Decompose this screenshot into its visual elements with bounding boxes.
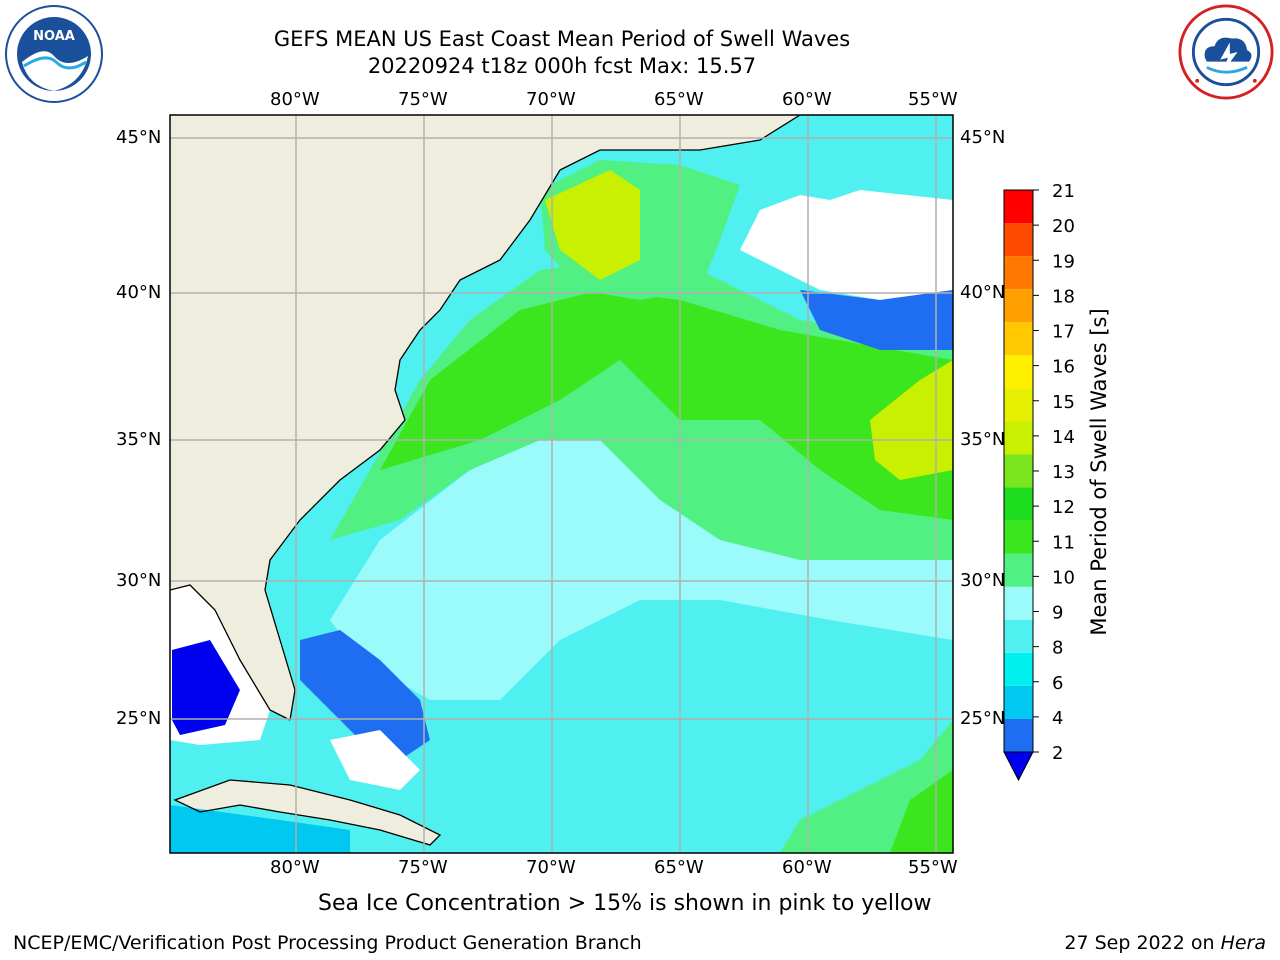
lat-label-right-25n: 25°N bbox=[960, 708, 1006, 729]
colorbar-tick-label: 15 bbox=[1052, 392, 1075, 413]
colorbar-tick-label: 19 bbox=[1052, 251, 1075, 272]
colorbar-swatch bbox=[1004, 223, 1033, 257]
colorbar-tick-label: 17 bbox=[1052, 322, 1075, 343]
colorbar-tick-label: 6 bbox=[1052, 673, 1063, 694]
lon-label-top-60w: 60°W bbox=[782, 89, 832, 110]
svg-text:NOAA: NOAA bbox=[33, 29, 75, 44]
swell-north-13-14s bbox=[545, 170, 640, 280]
lat-label-right-30n: 30°N bbox=[960, 570, 1006, 591]
lon-label-bottom-75w: 75°W bbox=[398, 857, 448, 878]
colorbar-tick-label: 10 bbox=[1052, 567, 1075, 588]
swell-bahamas-2-4s bbox=[300, 630, 430, 760]
lon-label-bottom-80w: 80°W bbox=[270, 857, 320, 878]
nodata-nova-scotia bbox=[740, 190, 953, 300]
lat-label-right-40n: 40°N bbox=[960, 282, 1006, 303]
lat-label-left-25n: 25°N bbox=[116, 708, 162, 729]
swell-east-2-4s bbox=[800, 290, 953, 350]
colorbar-tick-label: 14 bbox=[1052, 427, 1075, 448]
swell-east-13-14s bbox=[870, 360, 953, 480]
colorbar-tick-label: 8 bbox=[1052, 638, 1063, 659]
colorbar-swatch bbox=[1004, 388, 1033, 422]
colorbar-swatch bbox=[1004, 652, 1033, 686]
nodata-bahamas bbox=[330, 730, 420, 790]
lon-label-bottom-70w: 70°W bbox=[526, 857, 576, 878]
lat-label-left-30n: 30°N bbox=[116, 570, 162, 591]
colorbar-swatch bbox=[1004, 718, 1033, 752]
colorbar-swatch bbox=[1004, 553, 1033, 587]
machine-name: Hera bbox=[1220, 932, 1266, 954]
colorbar-tick-label: 4 bbox=[1052, 708, 1063, 729]
map-grid bbox=[170, 115, 953, 853]
land-north-america bbox=[170, 115, 800, 720]
coastline-cuba bbox=[173, 779, 442, 846]
colorbar-tick-label: 11 bbox=[1052, 532, 1075, 553]
colorbar-swatch bbox=[1004, 322, 1033, 356]
date-text: 27 Sep 2022 on bbox=[1064, 932, 1215, 954]
colorbar-tick-label: 9 bbox=[1052, 603, 1063, 624]
colorbar-swatch bbox=[1004, 619, 1033, 653]
colorbar-tick-label: 13 bbox=[1052, 462, 1075, 483]
colorbar-swatch bbox=[1004, 421, 1033, 455]
lat-label-right-35n: 35°N bbox=[960, 429, 1006, 450]
colorbar-swatch bbox=[1004, 355, 1033, 389]
lon-label-top-75w: 75°W bbox=[398, 89, 448, 110]
noaa-logo-icon: NOAA bbox=[5, 5, 103, 103]
lat-label-left-45n: 45°N bbox=[116, 127, 162, 148]
sea-ice-note: Sea Ice Concentration > 15% is shown in … bbox=[318, 891, 932, 916]
lon-label-top-80w: 80°W bbox=[270, 89, 320, 110]
date-stamp: 27 Sep 2022 on Hera bbox=[1064, 932, 1266, 954]
lon-label-bottom-65w: 65°W bbox=[654, 857, 704, 878]
colorbar-tick-label: 16 bbox=[1052, 357, 1075, 378]
coastline-gulf bbox=[170, 584, 291, 721]
chart-subtitle: 20220924 t18z 000h fcst Max: 15.57 bbox=[367, 54, 757, 78]
coastline-east bbox=[264, 169, 561, 721]
colorbar-swatch bbox=[1004, 454, 1033, 488]
swell-gulf-under-2s bbox=[172, 640, 240, 735]
colorbar-swatch bbox=[1004, 289, 1033, 323]
lon-label-top-65w: 65°W bbox=[654, 89, 704, 110]
credit-line: NCEP/EMC/Verification Post Processing Pr… bbox=[13, 932, 642, 954]
colorbar-swatch bbox=[1004, 586, 1033, 620]
chart-title: GEFS MEAN US East Coast Mean Period of S… bbox=[273, 27, 851, 51]
lon-label-top-70w: 70°W bbox=[526, 89, 576, 110]
colorbar-under-arrow bbox=[1003, 751, 1034, 782]
map-frame bbox=[169, 114, 954, 854]
lat-label-left-40n: 40°N bbox=[116, 282, 162, 303]
lon-label-top-55w: 55°W bbox=[908, 89, 958, 110]
colorbar-swatch bbox=[1004, 520, 1033, 554]
swell-southeast-10-11s bbox=[890, 770, 953, 853]
colorbar-swatch bbox=[1004, 487, 1033, 521]
colorbar-tick-label: 21 bbox=[1052, 181, 1075, 202]
colorbar-tick-label: 20 bbox=[1052, 216, 1075, 237]
lat-label-left-35n: 35°N bbox=[116, 429, 162, 450]
swell-10-11s bbox=[380, 290, 953, 520]
lon-label-bottom-60w: 60°W bbox=[782, 857, 832, 878]
lat-label-right-45n: 45°N bbox=[960, 127, 1006, 148]
colorbar-label: Mean Period of Swell Waves [s] bbox=[1087, 308, 1111, 635]
nws-logo-icon bbox=[1178, 4, 1274, 100]
colorbar-swatch bbox=[1004, 190, 1033, 224]
colorbar-swatch bbox=[1004, 685, 1033, 719]
lon-label-bottom-55w: 55°W bbox=[908, 857, 958, 878]
swell-caribbean-4-6s bbox=[170, 805, 350, 853]
colorbar-tick-label: 2 bbox=[1052, 743, 1063, 764]
colorbar-tick-label: 18 bbox=[1052, 286, 1075, 307]
colorbar: 2 4 6 8 9 10 11 12 13 14 15 16 17 18 19 20 21 bbox=[1003, 181, 1075, 782]
colorbar-swatch bbox=[1004, 256, 1033, 290]
coastline-north bbox=[559, 115, 801, 171]
colorbar-tick-label: 12 bbox=[1052, 497, 1075, 518]
